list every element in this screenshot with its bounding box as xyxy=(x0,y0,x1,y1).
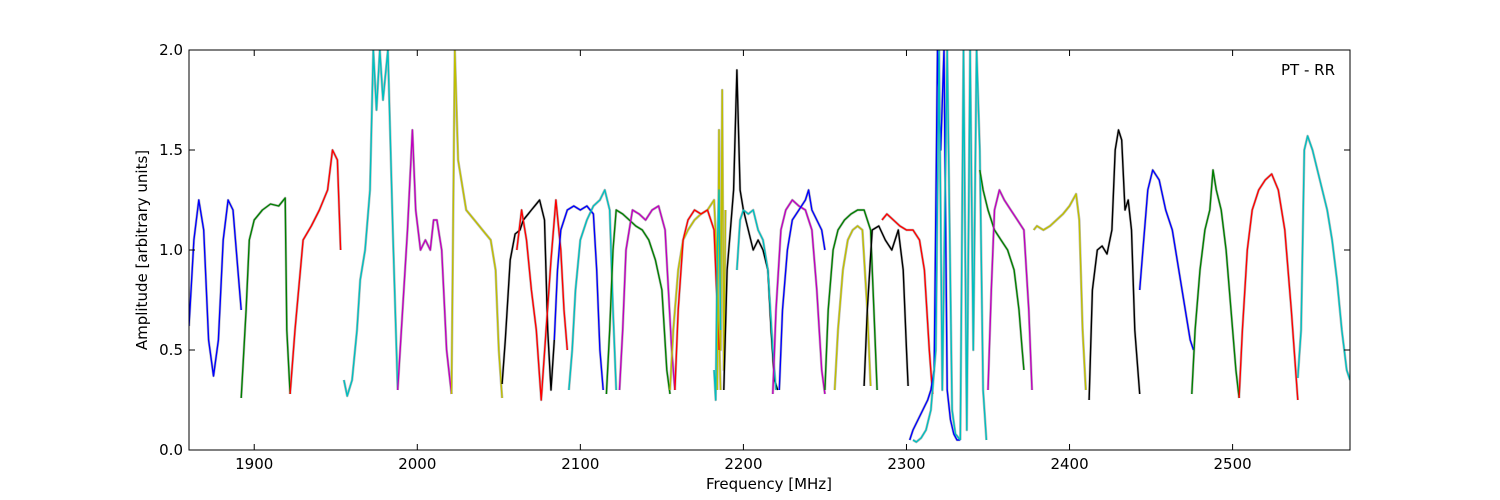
series-line-19 xyxy=(778,189,826,391)
x-axis-label: Frequency [MHz] xyxy=(706,475,832,493)
plot-background xyxy=(189,50,1350,450)
series-line-9 xyxy=(568,189,617,391)
series-line-20 xyxy=(824,209,878,391)
series-line-8 xyxy=(553,205,604,391)
series-line-21 xyxy=(834,225,872,391)
series-line-12 xyxy=(669,199,722,391)
series-line-22 xyxy=(863,225,909,387)
y-tick-label: 0.5 xyxy=(159,341,183,359)
series-line-0 xyxy=(189,199,242,377)
series-line-26 xyxy=(959,50,988,441)
series-line-14 xyxy=(716,89,727,391)
series-line-17 xyxy=(736,209,777,391)
series-line-1 xyxy=(240,197,291,399)
series-line-29 xyxy=(1033,193,1087,391)
series-line-7 xyxy=(516,199,568,401)
series-line-27 xyxy=(979,169,1025,371)
x-tick-label: 1900 xyxy=(235,455,273,473)
series-line-4 xyxy=(397,129,453,395)
axis-ticks: 1900 2000 2100 2200 2300 2400 2500 0.0 0.5 1.0 1.5… xyxy=(159,41,1350,473)
x-tick-label: 2400 xyxy=(1050,455,1088,473)
x-tick-label: 2100 xyxy=(561,455,599,473)
x-tick-label: 2000 xyxy=(398,455,436,473)
series-line-31 xyxy=(1139,169,1195,351)
series-line-23 xyxy=(881,213,934,395)
series-line-2 xyxy=(289,149,342,395)
series-line-10 xyxy=(605,209,671,395)
x-tick-label: 2500 xyxy=(1214,455,1252,473)
series-line-34 xyxy=(1297,135,1350,381)
y-tick-label: 1.0 xyxy=(159,241,183,259)
series-line-25 xyxy=(912,50,961,443)
series-line-18 xyxy=(772,199,826,395)
series-layer xyxy=(189,50,1350,443)
series-line-32 xyxy=(1191,169,1240,399)
series-line-3 xyxy=(343,50,399,397)
y-tick-label: 0.0 xyxy=(159,441,183,459)
series-line-11 xyxy=(618,205,676,391)
series-line-30 xyxy=(1088,129,1141,401)
x-tick-label: 2200 xyxy=(724,455,762,473)
chart-annotation: PT - RR xyxy=(1281,61,1335,79)
series-line-33 xyxy=(1238,173,1299,401)
series-line-13 xyxy=(674,209,720,391)
series-line-28 xyxy=(987,189,1033,391)
y-axis-label: Amplitude [arbitrary units] xyxy=(133,150,151,350)
series-line-24 xyxy=(909,50,961,441)
x-tick-label: 2300 xyxy=(887,455,925,473)
series-line-5 xyxy=(450,50,503,399)
y-tick-label: 1.5 xyxy=(159,141,183,159)
y-tick-label: 2.0 xyxy=(159,41,183,59)
series-line-15 xyxy=(713,189,722,401)
